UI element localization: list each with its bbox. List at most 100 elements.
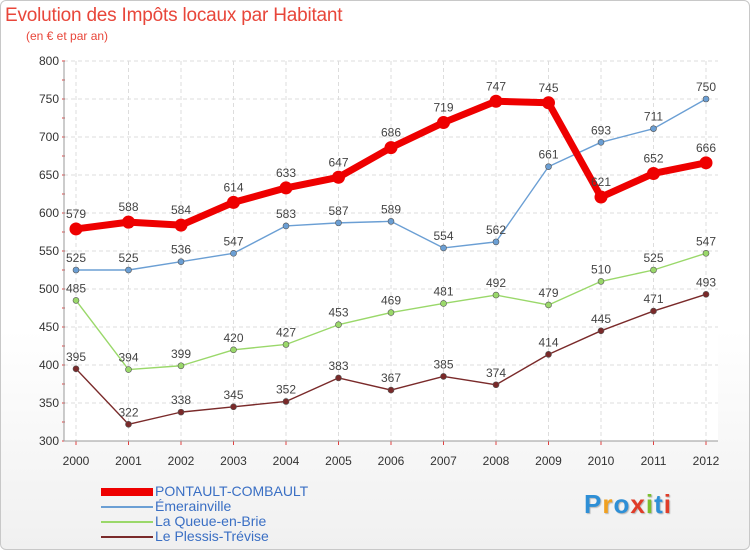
data-label: 479 [538,286,558,300]
data-label: 652 [643,151,663,165]
data-point [702,249,710,257]
y-tick-label: 450 [39,320,59,334]
data-label: 686 [381,126,401,140]
proxiti-logo: Proxiti [584,489,672,520]
data-point [227,195,240,209]
legend-label: Émerainville [155,498,232,514]
x-tick-label: 2004 [273,454,300,468]
data-point [279,181,293,195]
data-label: 395 [66,350,86,364]
data-label: 745 [538,81,558,95]
data-label: 647 [328,155,348,169]
data-label: 385 [433,357,453,371]
data-label: 485 [66,281,86,295]
data-point [492,381,500,389]
legend-swatch [101,521,153,523]
data-point [545,351,552,358]
data-point [122,215,135,229]
data-label: 481 [433,284,453,298]
data-point [230,346,237,354]
data-label: 719 [433,101,453,115]
data-point [492,291,500,299]
data-point [69,222,83,236]
data-point [230,249,237,257]
legend-label: La Queue-en-Brie [155,513,267,529]
data-point [650,266,657,274]
data-point [335,321,342,329]
y-tick-label: 400 [39,358,59,372]
data-label: 747 [486,79,506,93]
data-label: 427 [276,325,296,339]
data-point [282,398,290,405]
x-tick-label: 2007 [430,454,457,468]
data-label: 711 [644,110,663,124]
x-tick-label: 2012 [693,454,720,468]
data-label: 493 [696,275,716,289]
data-point [440,244,447,252]
x-tick-label: 2001 [115,454,142,468]
data-label: 614 [223,180,243,194]
data-label: 587 [328,204,348,218]
data-label: 394 [118,351,138,365]
data-label: 621 [591,175,611,189]
y-tick-label: 350 [39,396,59,410]
data-label: 661 [538,148,558,162]
data-point [647,166,660,180]
data-label: 547 [223,234,243,248]
data-label: 374 [486,366,506,380]
data-point [72,365,80,373]
data-point [440,300,447,307]
x-tick-label: 2005 [325,454,352,468]
data-point [125,366,132,373]
data-label: 510 [591,262,611,276]
data-point [177,408,185,416]
data-point [387,218,395,225]
data-point [332,170,345,184]
data-point [125,266,132,274]
y-tick-label: 300 [39,434,59,448]
data-point [545,301,552,309]
data-label: 547 [696,234,716,248]
data-point [384,141,398,155]
logo-letter: P [584,489,603,519]
x-tick-label: 2008 [483,454,510,468]
y-tick-label: 500 [39,282,59,296]
x-tick-label: 2003 [220,454,247,468]
data-label: 352 [276,382,296,396]
data-point [650,125,657,132]
data-label: 562 [486,223,506,237]
data-point [702,291,710,298]
x-tick-label: 2006 [378,454,405,468]
data-label: 633 [276,166,296,180]
data-point [387,309,395,316]
data-point [282,341,290,348]
data-point [440,373,447,380]
logo-letter: x [630,489,646,519]
y-tick-label: 800 [39,54,59,68]
data-point [177,258,185,265]
x-tick-label: 2002 [168,454,195,468]
data-point [545,163,552,170]
y-tick-label: 650 [39,168,59,182]
data-point [335,219,342,227]
data-label: 414 [538,335,558,349]
data-label: 584 [171,203,191,217]
logo-letter: r [602,489,614,519]
data-point [72,297,80,304]
legend-swatch [101,488,153,496]
data-point [72,266,80,274]
x-tick-label: 2009 [535,454,562,468]
logo-letter: i [645,489,655,519]
data-label: 554 [433,229,453,243]
data-point [335,374,342,382]
data-label: 420 [223,331,243,345]
data-label: 583 [276,207,296,221]
data-label: 445 [591,312,611,326]
data-label: 453 [328,306,348,320]
data-point [597,327,605,335]
data-point [174,218,188,232]
data-label: 399 [171,347,191,361]
data-point [699,156,713,170]
y-tick-label: 750 [39,92,59,106]
